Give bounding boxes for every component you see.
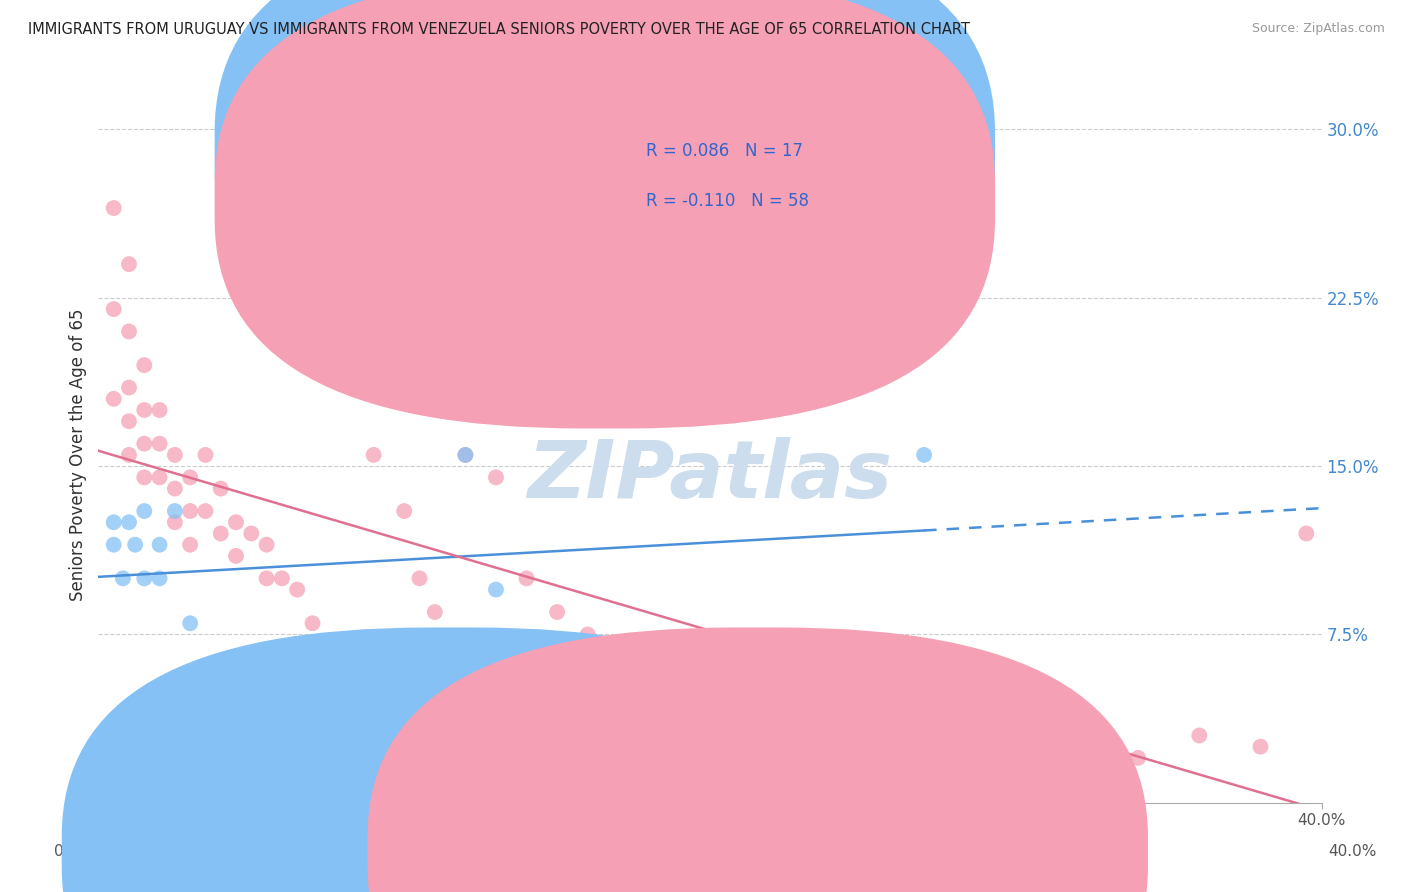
- Point: [194, 661, 217, 675]
- FancyBboxPatch shape: [62, 627, 842, 892]
- Point: [256, 538, 278, 552]
- Point: [134, 504, 156, 518]
- Point: [761, 729, 783, 743]
- Point: [1004, 729, 1026, 743]
- Point: [149, 436, 172, 450]
- Point: [607, 649, 630, 664]
- FancyBboxPatch shape: [215, 0, 995, 428]
- Point: [1250, 739, 1272, 754]
- Point: [485, 470, 508, 484]
- Point: [301, 616, 323, 631]
- Point: [149, 470, 172, 484]
- Point: [118, 381, 141, 395]
- Point: [179, 504, 201, 518]
- Point: [103, 515, 125, 529]
- Point: [1128, 751, 1150, 765]
- Text: Immigrants from Venezuela: Immigrants from Venezuela: [793, 844, 1005, 859]
- Point: [179, 470, 201, 484]
- Text: Immigrants from Uruguay: Immigrants from Uruguay: [488, 844, 685, 859]
- Point: [163, 504, 186, 518]
- Point: [163, 482, 186, 496]
- Point: [501, 706, 523, 720]
- Point: [134, 470, 156, 484]
- Point: [103, 538, 125, 552]
- Point: [699, 706, 721, 720]
- Point: [103, 392, 125, 406]
- Text: ZIPatlas: ZIPatlas: [527, 437, 893, 515]
- Point: [209, 482, 232, 496]
- Text: 40.0%: 40.0%: [1327, 844, 1376, 859]
- Point: [194, 504, 217, 518]
- Text: R = 0.086   N = 17: R = 0.086 N = 17: [647, 142, 803, 160]
- Point: [332, 673, 354, 687]
- Point: [546, 605, 568, 619]
- Text: Source: ZipAtlas.com: Source: ZipAtlas.com: [1251, 22, 1385, 36]
- Point: [638, 683, 661, 698]
- Point: [485, 582, 508, 597]
- Point: [163, 515, 186, 529]
- Point: [270, 571, 294, 585]
- Point: [408, 571, 430, 585]
- Point: [179, 538, 201, 552]
- Point: [225, 515, 247, 529]
- Point: [209, 526, 232, 541]
- Point: [118, 448, 141, 462]
- Point: [256, 571, 278, 585]
- Point: [103, 201, 125, 215]
- Point: [392, 504, 416, 518]
- Point: [149, 571, 172, 585]
- Point: [516, 571, 538, 585]
- Point: [134, 571, 156, 585]
- Point: [347, 695, 370, 709]
- Point: [179, 616, 201, 631]
- Point: [134, 403, 156, 417]
- FancyBboxPatch shape: [551, 118, 905, 239]
- Point: [124, 538, 146, 552]
- Point: [454, 448, 477, 462]
- Point: [118, 414, 141, 428]
- FancyBboxPatch shape: [215, 0, 995, 378]
- Point: [285, 582, 308, 597]
- FancyBboxPatch shape: [367, 627, 1147, 892]
- Point: [1295, 526, 1317, 541]
- Point: [134, 358, 156, 372]
- Point: [103, 301, 125, 316]
- Point: [118, 515, 141, 529]
- Point: [163, 448, 186, 462]
- Point: [209, 706, 232, 720]
- Point: [149, 538, 172, 552]
- Point: [912, 448, 935, 462]
- Point: [454, 448, 477, 462]
- Point: [225, 549, 247, 563]
- Point: [943, 706, 966, 720]
- Y-axis label: Seniors Poverty Over the Age of 65: Seniors Poverty Over the Age of 65: [69, 309, 87, 601]
- Point: [852, 673, 875, 687]
- Point: [194, 448, 217, 462]
- Text: R = -0.110   N = 58: R = -0.110 N = 58: [647, 192, 810, 210]
- Point: [1066, 739, 1088, 754]
- Point: [134, 436, 156, 450]
- Text: 0.0%: 0.0%: [53, 844, 93, 859]
- Point: [730, 717, 752, 731]
- Point: [363, 448, 385, 462]
- Point: [111, 571, 134, 585]
- Point: [316, 661, 339, 675]
- Point: [1188, 729, 1211, 743]
- Point: [240, 526, 263, 541]
- Point: [118, 325, 141, 339]
- Point: [149, 403, 172, 417]
- Text: IMMIGRANTS FROM URUGUAY VS IMMIGRANTS FROM VENEZUELA SENIORS POVERTY OVER THE AG: IMMIGRANTS FROM URUGUAY VS IMMIGRANTS FR…: [28, 22, 970, 37]
- Point: [576, 627, 599, 641]
- Point: [118, 257, 141, 271]
- Point: [423, 605, 446, 619]
